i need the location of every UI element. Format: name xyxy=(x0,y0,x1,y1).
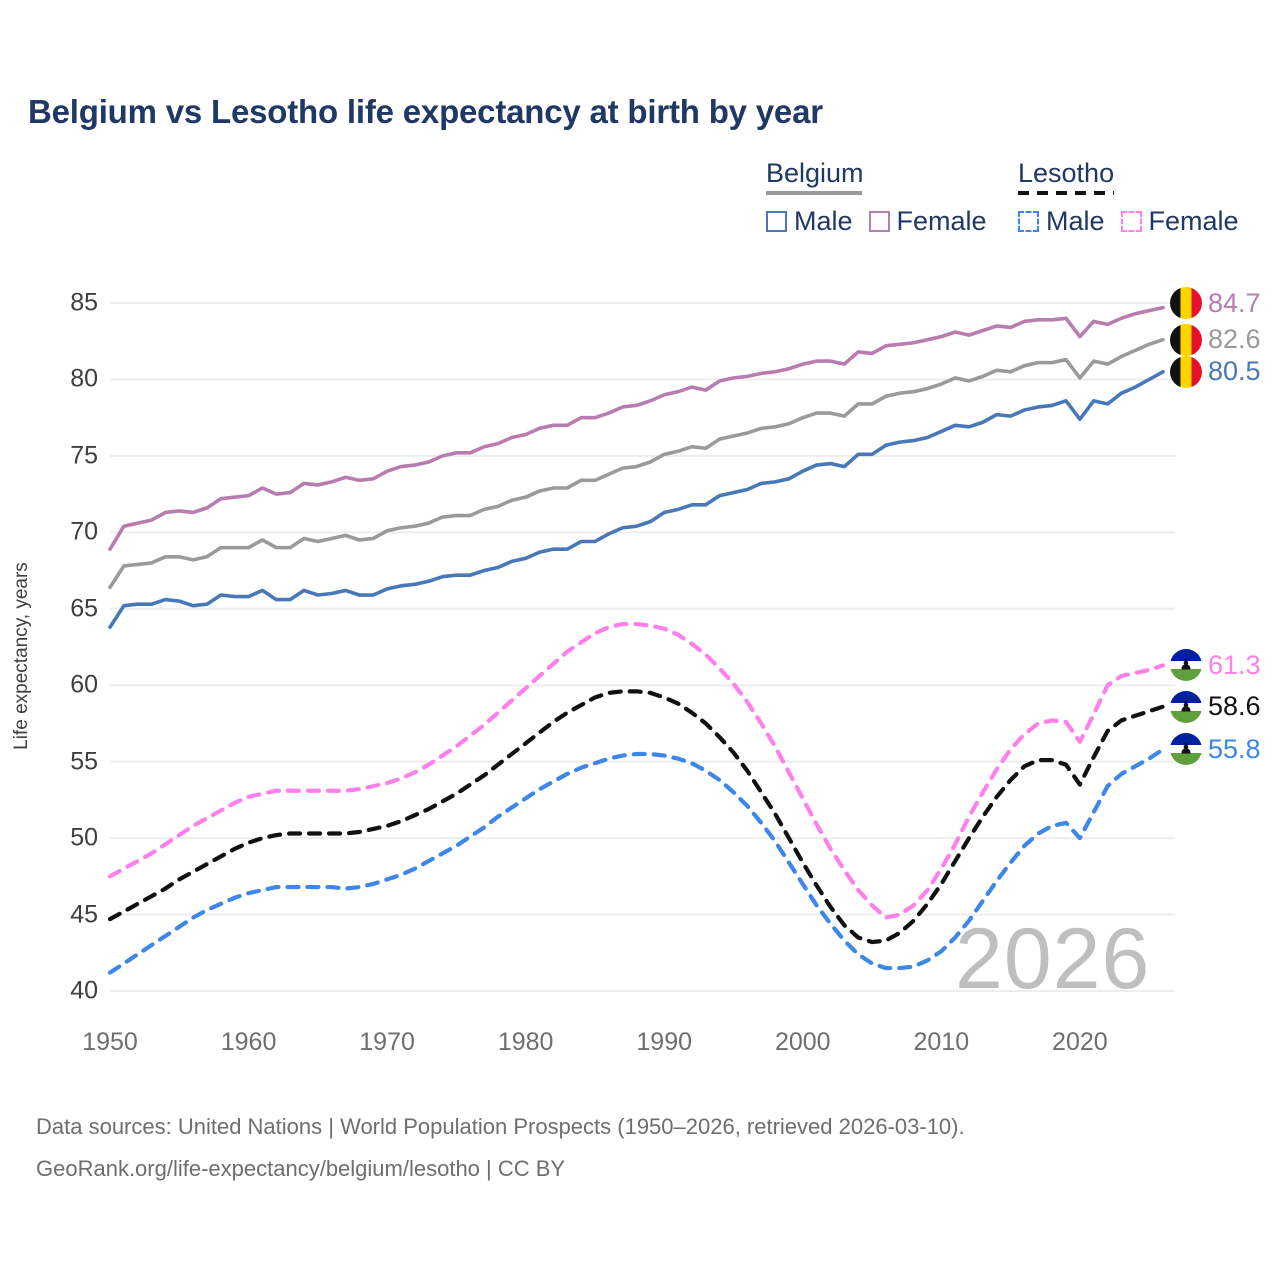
x-axis-tick-label: 1960 xyxy=(220,1028,277,1056)
legend-item-belgium-female[interactable]: Female xyxy=(868,206,987,237)
belgium-flag-icon xyxy=(1170,287,1202,319)
series-end-value: 61.3 xyxy=(1208,649,1261,680)
legend-group-lesotho: Lesotho Male Female xyxy=(1018,158,1239,237)
y-axis-tick-label: 85 xyxy=(70,288,98,317)
chart-legend: Belgium Male Female Lesotho Male xyxy=(760,158,1260,244)
series-line xyxy=(108,337,1165,590)
x-axis-tick-label: 1980 xyxy=(497,1028,554,1056)
square-outline-dashed-icon xyxy=(1120,211,1142,232)
belgium-flag-icon xyxy=(1170,355,1202,388)
series-line xyxy=(107,621,1166,920)
mokorotlo-hat-icon: ♟ xyxy=(1179,740,1193,758)
series-end-label: 82.6 xyxy=(1170,323,1261,356)
page-title: Belgium vs Lesotho life expectancy at bi… xyxy=(28,93,823,130)
series-line xyxy=(107,689,1166,945)
y-axis-tick-label: 65 xyxy=(70,594,98,623)
square-outline-dashed-icon xyxy=(1018,211,1039,232)
legend-item-belgium-male[interactable]: Male xyxy=(766,206,853,237)
x-axis-tick-label: 2020 xyxy=(1052,1028,1108,1056)
lesotho-flag-icon: ♟ xyxy=(1170,733,1202,766)
y-axis-tick-label: 75 xyxy=(70,441,98,470)
footer-line-attribution: GeoRank.org/life-expectancy/belgium/leso… xyxy=(36,1156,566,1181)
legend-label-belgium-female: Female xyxy=(896,206,987,236)
year-watermark: 2026 xyxy=(955,911,1151,1007)
legend-rule-lesotho xyxy=(1018,191,1114,195)
lesotho-flag-icon: ♟ xyxy=(1170,690,1202,723)
y-axis-tick-label: 40 xyxy=(70,976,98,1005)
y-axis-tick-label: 60 xyxy=(70,670,98,699)
legend-item-lesotho-male[interactable]: Male xyxy=(1018,206,1105,237)
series-end-value: 82.6 xyxy=(1208,324,1261,355)
series-line xyxy=(108,369,1165,629)
y-axis-title: Life expectancy, years xyxy=(11,562,32,750)
series-end-value: 80.5 xyxy=(1208,356,1261,387)
series-end-value: 58.6 xyxy=(1208,691,1261,722)
legend-label-lesotho-male: Male xyxy=(1046,206,1105,236)
series-end-label: 84.7 xyxy=(1170,287,1261,319)
belgium-flag-icon xyxy=(1170,323,1202,356)
lesotho-flag-icon: ♟ xyxy=(1170,649,1202,682)
series-end-value: 84.7 xyxy=(1208,287,1261,318)
square-outline-icon xyxy=(766,211,787,232)
chart-footer: Data sources: United Nations | World Pop… xyxy=(36,1106,965,1190)
y-axis-tick-label: 55 xyxy=(70,747,98,776)
x-axis-tick-label: 1970 xyxy=(359,1028,415,1056)
x-axis-tick-label: 2010 xyxy=(913,1028,970,1056)
mokorotlo-hat-icon: ♟ xyxy=(1179,656,1193,674)
series-end-label: ♟ 58.6 xyxy=(1170,690,1261,723)
series-end-label: 80.5 xyxy=(1170,355,1261,388)
legend-group-belgium: Belgium Male Female xyxy=(766,158,987,237)
series-end-label: ♟ 61.3 xyxy=(1170,649,1261,682)
x-axis-tick-label: 2000 xyxy=(774,1028,831,1056)
y-axis-tick-label: 70 xyxy=(70,517,98,546)
y-axis-tick-label: 45 xyxy=(70,900,98,929)
mokorotlo-hat-icon: ♟ xyxy=(1179,698,1193,716)
series-line xyxy=(108,305,1165,551)
series-end-label: ♟ 55.8 xyxy=(1170,733,1261,766)
series-end-value: 55.8 xyxy=(1208,733,1261,764)
y-axis-tick-label: 80 xyxy=(70,364,98,393)
legend-label-lesotho-female: Female xyxy=(1148,206,1239,236)
legend-label-belgium-male: Male xyxy=(794,206,853,236)
legend-country-label-lesotho: Lesotho xyxy=(1018,158,1115,188)
y-axis-tick-label: 50 xyxy=(70,823,98,852)
square-outline-icon xyxy=(868,211,890,232)
x-axis-tick-label: 1990 xyxy=(636,1028,693,1056)
x-axis-tick-label: 1950 xyxy=(82,1028,138,1056)
legend-item-lesotho-female[interactable]: Female xyxy=(1120,206,1239,237)
footer-line-sources: Data sources: United Nations | World Pop… xyxy=(36,1114,965,1139)
legend-rule-belgium xyxy=(766,191,862,195)
legend-country-label-belgium: Belgium xyxy=(766,158,864,188)
